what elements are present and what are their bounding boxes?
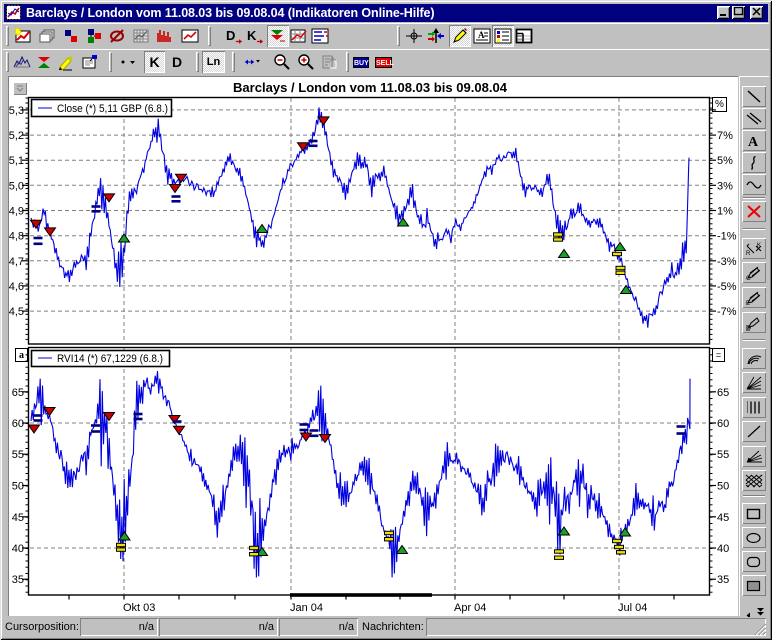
svg-text:50: 50 (717, 481, 729, 493)
svg-text:4,9: 4,9 (9, 206, 24, 218)
svg-text:45: 45 (12, 512, 24, 524)
svg-text:5%: 5% (717, 155, 733, 167)
svg-text:5,3: 5,3 (9, 105, 24, 117)
svg-text:60: 60 (12, 418, 24, 430)
svg-text:-1%: -1% (717, 231, 737, 243)
svg-text:55: 55 (717, 449, 729, 461)
svg-text:R: R (746, 251, 751, 257)
svg-text:35: 35 (12, 574, 24, 586)
svg-text:65: 65 (12, 387, 24, 399)
svg-text:40: 40 (12, 543, 24, 555)
svg-text:5,2: 5,2 (9, 130, 24, 142)
svg-text:60: 60 (717, 418, 729, 430)
svg-text:Okt 03: Okt 03 (123, 602, 155, 614)
svg-text:4,6: 4,6 (9, 281, 24, 293)
svg-text:35: 35 (717, 574, 729, 586)
svg-text:5,0: 5,0 (9, 180, 24, 192)
svg-text:K: K (247, 28, 257, 43)
svg-text:4,7: 4,7 (9, 256, 24, 268)
svg-text:Close (*) 5,11 GBP (6.8.): Close (*) 5,11 GBP (6.8.) (57, 103, 168, 115)
svg-text:E: E (746, 301, 750, 306)
svg-text:A: A (748, 135, 759, 149)
svg-text:RVI14 (*) 67,1229 (6.8.): RVI14 (*) 67,1229 (6.8.) (57, 353, 163, 365)
svg-text:-3%: -3% (717, 256, 737, 268)
svg-text:D: D (226, 28, 235, 43)
svg-text:5,1: 5,1 (9, 155, 24, 167)
svg-text:40: 40 (717, 543, 729, 555)
svg-text:7%: 7% (717, 130, 733, 142)
svg-text:G: G (746, 276, 751, 281)
svg-text:45: 45 (717, 512, 729, 524)
svg-text:A: A (478, 30, 485, 40)
svg-text:4,8: 4,8 (9, 231, 24, 243)
svg-text:Jan 04: Jan 04 (290, 602, 323, 614)
svg-text:50: 50 (12, 481, 24, 493)
svg-text:K: K (757, 243, 761, 249)
svg-text:3%: 3% (717, 180, 733, 192)
svg-text:Jul 04: Jul 04 (618, 602, 647, 614)
svg-text:Apr 04: Apr 04 (454, 602, 486, 614)
svg-text:Barclays / London vom 11.08.03: Barclays / London vom 11.08.03 bis 09.08… (233, 81, 507, 95)
svg-text:65: 65 (717, 387, 729, 399)
svg-text:-5%: -5% (717, 281, 737, 293)
svg-text:-7%: -7% (717, 306, 737, 318)
svg-text:4,5: 4,5 (9, 306, 24, 318)
svg-text:1%: 1% (717, 206, 733, 218)
svg-text:55: 55 (12, 449, 24, 461)
